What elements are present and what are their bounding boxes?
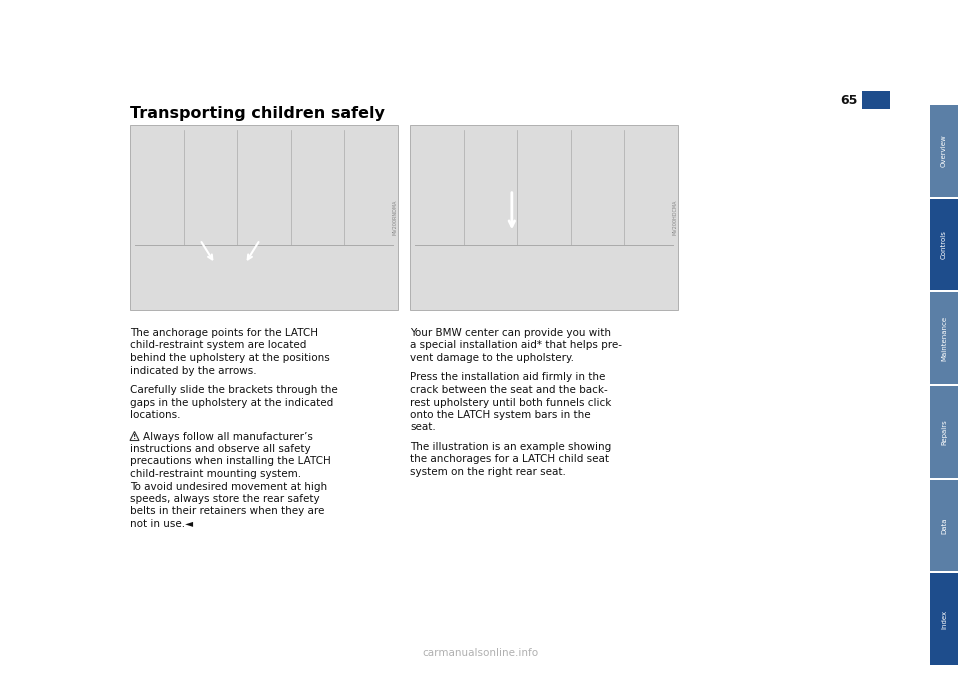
Text: Always follow all manufacturer’s: Always follow all manufacturer’s	[143, 431, 313, 441]
Text: rest upholstery until both funnels click: rest upholstery until both funnels click	[410, 397, 612, 407]
Text: carmanualsonline.info: carmanualsonline.info	[422, 648, 538, 658]
Text: precautions when installing the LATCH: precautions when installing the LATCH	[130, 456, 331, 466]
Text: instructions and observe all safety: instructions and observe all safety	[130, 444, 311, 454]
Bar	[130, 125, 398, 310]
Bar	[862, 91, 890, 109]
Text: indicated by the arrows.: indicated by the arrows.	[130, 365, 256, 376]
Text: seat.: seat.	[410, 422, 436, 433]
Text: Overview: Overview	[941, 134, 947, 167]
Text: speeds, always store the rear safety: speeds, always store the rear safety	[130, 494, 320, 504]
Bar	[930, 292, 958, 384]
Text: Maintenance: Maintenance	[941, 315, 947, 361]
Text: MV200RNDMA: MV200RNDMA	[393, 200, 397, 235]
Text: onto the LATCH system bars in the: onto the LATCH system bars in the	[410, 410, 590, 420]
Text: Carefully slide the brackets through the: Carefully slide the brackets through the	[130, 385, 338, 395]
Text: not in use.◄: not in use.◄	[130, 519, 193, 529]
Text: locations.: locations.	[130, 410, 180, 420]
Text: Repairs: Repairs	[941, 419, 947, 445]
Text: the anchorages for a LATCH child seat: the anchorages for a LATCH child seat	[410, 454, 609, 464]
Bar	[930, 574, 958, 665]
Text: behind the upholstery at the positions: behind the upholstery at the positions	[130, 353, 329, 363]
Bar	[930, 386, 958, 478]
Text: Your BMW center can provide you with: Your BMW center can provide you with	[410, 328, 611, 338]
Text: Controls: Controls	[941, 230, 947, 259]
Text: Transporting children safely: Transporting children safely	[130, 106, 385, 121]
Text: vent damage to the upholstery.: vent damage to the upholstery.	[410, 353, 574, 363]
Bar	[930, 199, 958, 290]
Text: 65: 65	[841, 94, 858, 106]
Text: To avoid undesired movement at high: To avoid undesired movement at high	[130, 481, 327, 492]
Bar	[930, 479, 958, 572]
Text: !: !	[132, 435, 136, 440]
Text: The anchorage points for the LATCH: The anchorage points for the LATCH	[130, 328, 318, 338]
Text: a special installation aid* that helps pre-: a special installation aid* that helps p…	[410, 340, 622, 351]
Text: MV200HDCMA: MV200HDCMA	[673, 200, 678, 235]
Text: child-restraint mounting system.: child-restraint mounting system.	[130, 469, 301, 479]
Text: The illustration is an example showing: The illustration is an example showing	[410, 442, 612, 452]
Text: Data: Data	[941, 517, 947, 534]
Text: child-restraint system are located: child-restraint system are located	[130, 340, 306, 351]
Text: system on the right rear seat.: system on the right rear seat.	[410, 467, 565, 477]
Bar	[930, 105, 958, 197]
Text: gaps in the upholstery at the indicated: gaps in the upholstery at the indicated	[130, 397, 333, 407]
Text: belts in their retainers when they are: belts in their retainers when they are	[130, 506, 324, 517]
Text: crack between the seat and the back-: crack between the seat and the back-	[410, 385, 608, 395]
Text: Press the installation aid firmly in the: Press the installation aid firmly in the	[410, 372, 606, 382]
Bar	[410, 125, 678, 310]
Text: Index: Index	[941, 610, 947, 629]
